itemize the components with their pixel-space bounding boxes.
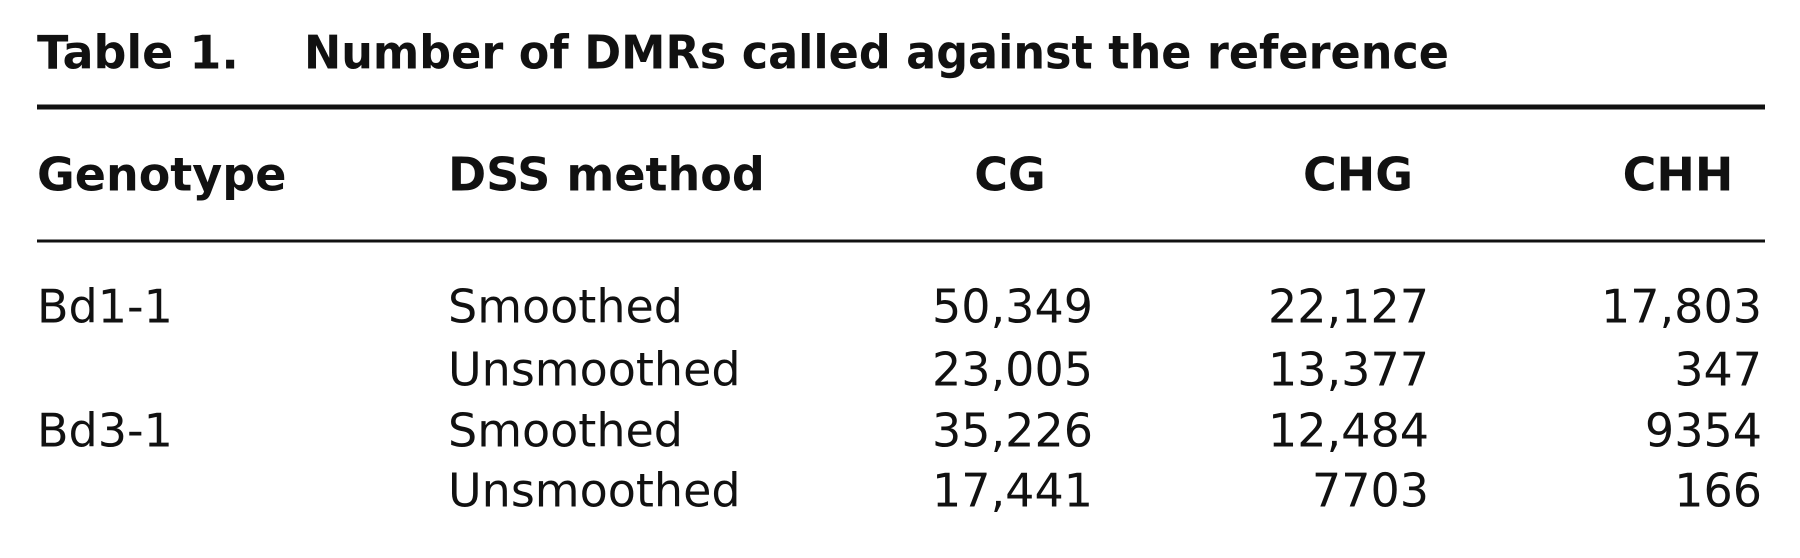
method-cell: Smoothed bbox=[448, 404, 683, 458]
method-cell: Smoothed bbox=[448, 280, 683, 334]
method-cell: Unsmoothed bbox=[448, 464, 741, 518]
column-header: CHH bbox=[1623, 148, 1734, 202]
count-cell: 17,441 bbox=[932, 464, 1093, 518]
count-cell: 13,377 bbox=[1268, 343, 1429, 397]
count-cell: 23,005 bbox=[932, 343, 1093, 397]
method-cell: Unsmoothed bbox=[448, 343, 741, 397]
count-cell: 166 bbox=[1674, 464, 1762, 518]
count-cell: 35,226 bbox=[932, 404, 1093, 458]
count-cell: 9354 bbox=[1645, 404, 1762, 458]
column-header: DSS method bbox=[448, 148, 765, 202]
column-header: CG bbox=[974, 148, 1046, 202]
column-header: CHG bbox=[1303, 148, 1413, 202]
count-cell: 17,803 bbox=[1601, 280, 1762, 334]
column-header: Genotype bbox=[37, 148, 286, 202]
genotype-cell: Bd3-1 bbox=[37, 404, 173, 458]
table-label: Table 1. bbox=[37, 26, 239, 80]
count-cell: 12,484 bbox=[1268, 404, 1429, 458]
count-cell: 347 bbox=[1674, 343, 1762, 397]
count-cell: 22,127 bbox=[1268, 280, 1429, 334]
count-cell: 7703 bbox=[1312, 464, 1429, 518]
table-title: Number of DMRs called against the refere… bbox=[304, 26, 1449, 80]
count-cell: 50,349 bbox=[932, 280, 1093, 334]
genotype-cell: Bd1-1 bbox=[37, 280, 173, 334]
